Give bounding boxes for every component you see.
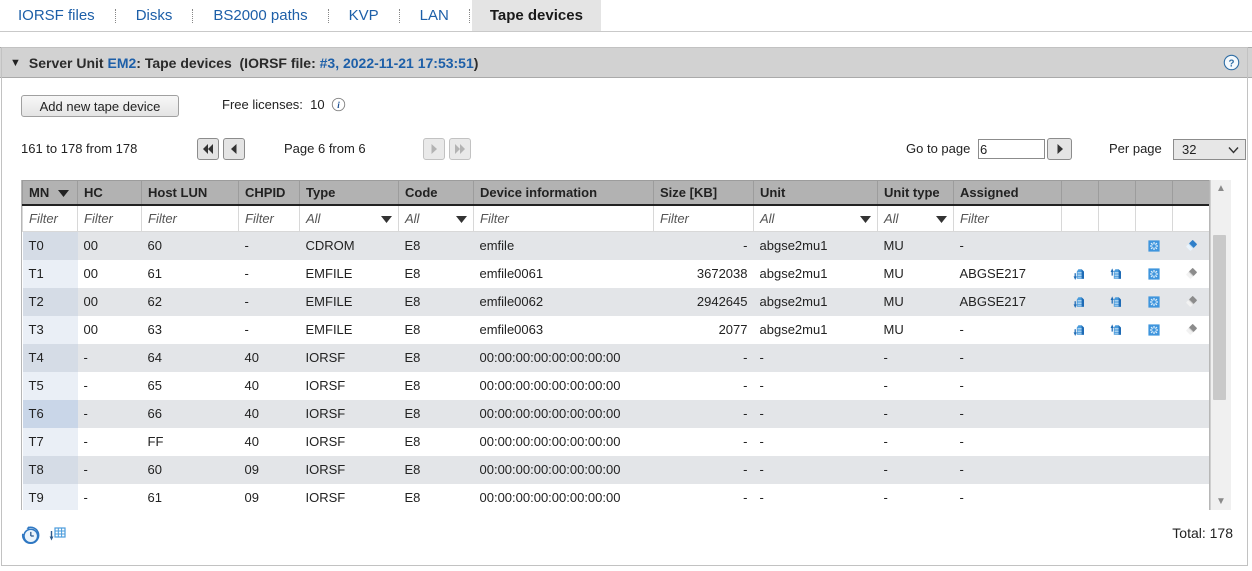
svg-text:?: ? — [1229, 58, 1235, 69]
